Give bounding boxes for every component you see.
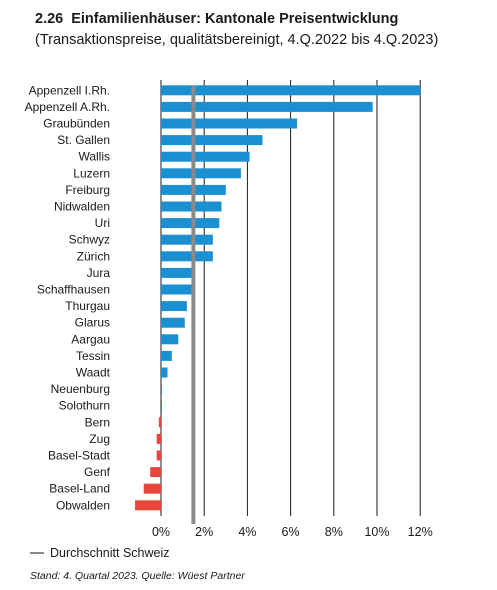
chart-number: 2.26: [35, 11, 64, 27]
bar: [161, 334, 179, 345]
bar: [161, 234, 213, 245]
category-label: Solothurn: [59, 399, 110, 413]
category-label: Waadt: [76, 366, 111, 380]
category-label: Nidwalden: [54, 200, 110, 214]
bar: [161, 135, 263, 146]
category-label: Neuenburg: [51, 382, 110, 396]
bar: [158, 417, 161, 428]
category-label: Graubünden: [43, 117, 110, 131]
x-tick-label: 12%: [408, 525, 433, 539]
bar: [161, 384, 163, 395]
bar: [161, 267, 194, 278]
bar: [150, 467, 161, 478]
category-label: Basel-Land: [49, 482, 110, 496]
category-label: St. Gallen: [57, 133, 110, 147]
bar: [161, 201, 222, 212]
category-label: Aargau: [71, 332, 110, 346]
x-tick-label: 2%: [195, 525, 213, 539]
category-label: Glarus: [75, 316, 110, 330]
bar: [143, 483, 161, 494]
bar: [161, 400, 162, 411]
bar: [156, 450, 161, 461]
category-label: Uri: [95, 216, 110, 230]
legend: Durchschnitt Schweiz: [30, 546, 170, 560]
category-label: Schaffhausen: [37, 283, 110, 297]
bar: [161, 301, 187, 312]
bar: [161, 367, 168, 378]
chart-header: 2.26 Einfamilienhäuser: Kantonale Preisen…: [35, 10, 438, 50]
x-tick-label: 6%: [282, 525, 300, 539]
category-label: Genf: [84, 465, 111, 479]
category-label: Schwyz: [69, 233, 110, 247]
bar: [156, 433, 161, 444]
chart-title: Einfamilienhäuser: Kantonale Preisentwic…: [71, 11, 399, 27]
legend-average-swatch: [30, 552, 44, 554]
bar: [135, 500, 161, 511]
category-label: Zürich: [77, 249, 110, 263]
source-note: Stand: 4. Quartal 2023. Quelle: Wüest Pa…: [30, 570, 245, 582]
category-label: Basel-Stadt: [48, 449, 111, 463]
category-label: Obwalden: [56, 498, 110, 512]
category-label: Appenzell I.Rh.: [29, 83, 110, 97]
x-tick-label: 8%: [325, 525, 343, 539]
bar: [161, 284, 194, 295]
category-label: Luzern: [73, 166, 110, 180]
category-label: Zug: [89, 432, 110, 446]
bar: [161, 218, 220, 229]
category-label: Bern: [85, 415, 110, 429]
x-tick-label: 10%: [364, 525, 389, 539]
legend-average-label: Durchschnitt Schweiz: [50, 546, 170, 560]
bar: [161, 85, 421, 96]
bar: [161, 251, 213, 262]
bar: [161, 317, 185, 328]
category-label: Thurgau: [65, 299, 110, 313]
category-label: Appenzell A.Rh.: [25, 100, 110, 114]
category-label: Tessin: [76, 349, 110, 363]
bar: [161, 168, 241, 179]
x-tick-label: 4%: [238, 525, 256, 539]
chart-subtitle: (Transaktionspreise, qualitätsbereinigt,…: [35, 32, 439, 48]
x-tick-label: 0%: [152, 525, 170, 539]
bar: [161, 101, 373, 112]
category-label: Wallis: [78, 150, 110, 164]
category-label: Freiburg: [65, 183, 110, 197]
bar: [161, 350, 172, 361]
bar: [161, 151, 250, 162]
category-label: Jura: [87, 266, 111, 280]
bar: [161, 118, 298, 129]
